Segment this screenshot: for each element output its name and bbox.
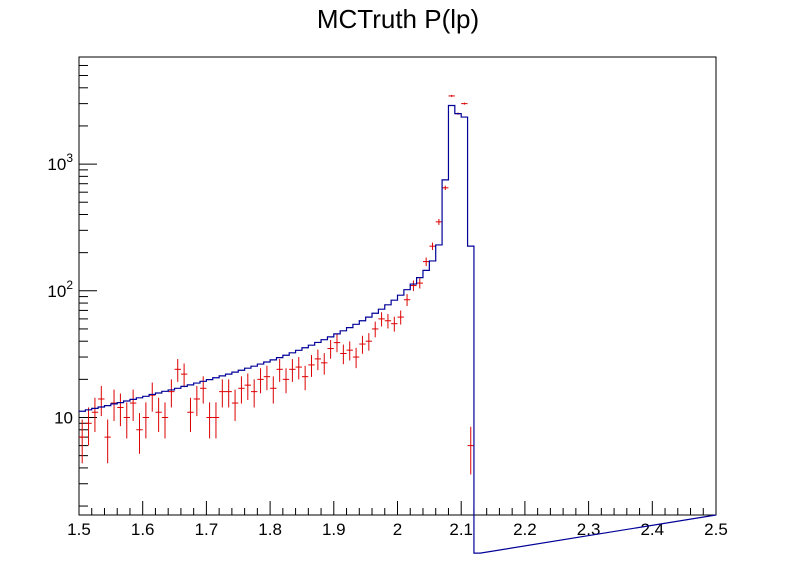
plot-frame <box>78 56 717 516</box>
data-point <box>435 218 443 225</box>
y-tick-label: 102 <box>47 278 73 301</box>
x-tick-label: 1.9 <box>322 520 346 539</box>
data-point <box>155 397 162 432</box>
data-point <box>250 379 258 408</box>
data-point <box>104 419 111 464</box>
y-tick-label: 10 <box>54 408 73 427</box>
data-point <box>333 334 341 353</box>
data-point <box>263 365 271 391</box>
data-point <box>448 95 455 97</box>
mc-histogram-line <box>79 104 717 554</box>
x-tick-label: 2.1 <box>449 520 473 539</box>
data-point <box>79 419 86 464</box>
data-point <box>410 280 417 292</box>
x-tick-label: 1.6 <box>131 520 155 539</box>
data-point <box>403 294 411 307</box>
x-tick-label: 2.2 <box>513 520 537 539</box>
data-point <box>257 368 264 394</box>
data-point <box>359 335 366 354</box>
data-point <box>289 359 296 382</box>
data-point <box>461 102 468 105</box>
data-point <box>282 368 290 394</box>
data-point <box>346 341 353 361</box>
data-point <box>200 376 207 404</box>
data-point <box>85 407 92 446</box>
data-point <box>212 402 220 439</box>
data-point <box>270 376 277 404</box>
data-point <box>136 413 143 454</box>
axis-ticks <box>78 56 717 515</box>
data-point <box>180 363 188 388</box>
data-point <box>327 339 334 359</box>
data-point <box>206 402 213 439</box>
x-tick-label: 2 <box>393 520 402 539</box>
data-point <box>442 185 449 190</box>
data-point <box>142 402 150 439</box>
data-point <box>168 379 175 408</box>
x-tick-label: 2.5 <box>704 520 728 539</box>
data-point <box>276 359 283 382</box>
data-point <box>98 385 105 417</box>
data-point <box>321 353 328 375</box>
data-point <box>429 242 436 250</box>
data-point <box>384 313 392 329</box>
data-point <box>308 355 315 377</box>
data-point <box>397 310 404 325</box>
data-point <box>219 379 226 408</box>
y-axis-tick-labels: 10 102 103 <box>47 151 73 427</box>
x-tick-label: 1.8 <box>258 520 282 539</box>
data-point <box>416 278 423 289</box>
data-point <box>174 359 181 382</box>
data-point <box>193 385 201 417</box>
data-point <box>244 373 251 400</box>
data-point <box>365 333 373 351</box>
data-point <box>391 316 398 332</box>
data-point <box>225 379 232 408</box>
data-point <box>187 397 194 432</box>
data-point <box>301 365 309 391</box>
x-tick-label: 1.5 <box>67 520 91 539</box>
data-point <box>352 347 360 369</box>
data-point <box>372 321 379 338</box>
data-point <box>129 389 137 421</box>
data-point <box>378 312 385 327</box>
chart-title: MCTruth P(lp) <box>316 4 480 34</box>
data-points <box>79 95 474 475</box>
y-tick-label: 103 <box>47 151 73 174</box>
data-point <box>231 389 239 421</box>
data-point <box>295 357 302 380</box>
x-tick-label: 2.4 <box>640 520 664 539</box>
x-tick-label: 1.7 <box>195 520 219 539</box>
data-point <box>123 402 130 439</box>
data-point <box>91 397 99 432</box>
data-point <box>149 382 156 412</box>
data-point <box>117 393 124 427</box>
data-point <box>467 426 474 475</box>
data-point <box>422 257 430 266</box>
data-point <box>110 389 118 421</box>
data-point <box>238 376 245 404</box>
data-point <box>314 349 322 371</box>
data-point <box>161 402 169 439</box>
data-point <box>340 344 347 365</box>
